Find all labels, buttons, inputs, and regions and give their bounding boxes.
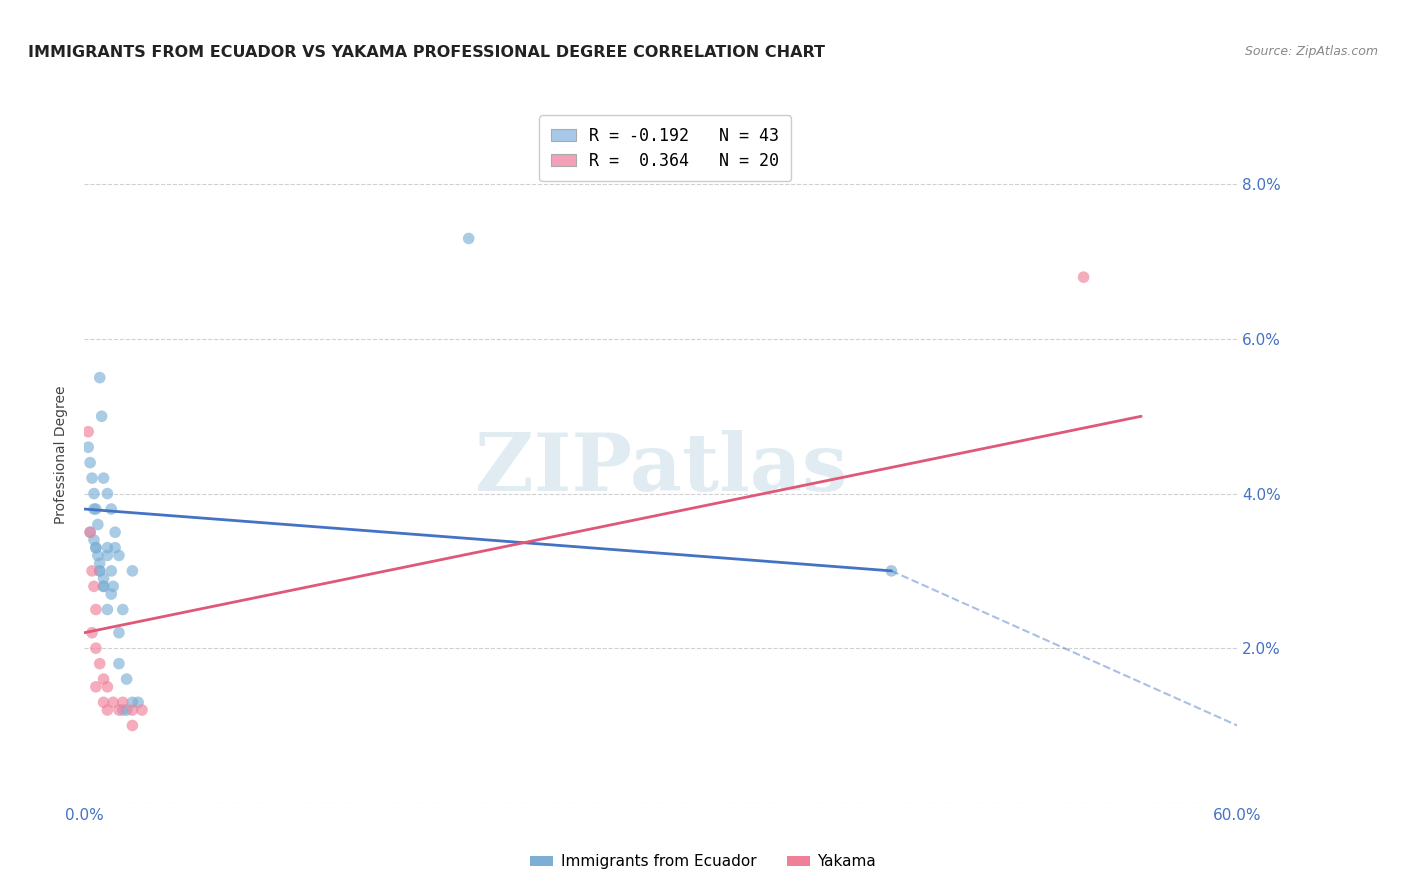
Point: [90, 409, 112, 424]
Point: [84, 602, 107, 616]
Point: [96, 486, 118, 500]
Point: [103, 579, 124, 593]
Point: [83, 533, 105, 547]
Point: [108, 549, 131, 563]
Point: [100, 564, 122, 578]
Point: [83, 502, 105, 516]
Point: [89, 657, 111, 671]
Point: [100, 502, 122, 516]
Point: [84, 502, 107, 516]
Point: [93, 471, 115, 485]
Text: ZIPatlas: ZIPatlas: [475, 430, 846, 508]
Point: [111, 602, 134, 616]
Point: [108, 657, 131, 671]
Point: [121, 703, 143, 717]
Point: [84, 541, 107, 555]
Point: [84, 541, 107, 555]
Point: [93, 572, 115, 586]
Point: [83, 486, 105, 500]
Point: [79, 525, 101, 540]
Point: [103, 695, 124, 709]
Legend: R = -0.192   N = 43, R =  0.364   N = 20: R = -0.192 N = 43, R = 0.364 N = 20: [538, 115, 790, 181]
Point: [111, 695, 134, 709]
Point: [93, 579, 115, 593]
Text: IMMIGRANTS FROM ECUADOR VS YAKAMA PROFESSIONAL DEGREE CORRELATION CHART: IMMIGRANTS FROM ECUADOR VS YAKAMA PROFES…: [28, 45, 825, 60]
Point: [84, 641, 107, 656]
Point: [83, 579, 105, 593]
Point: [79, 525, 101, 540]
Point: [127, 695, 149, 709]
Point: [104, 541, 127, 555]
Point: [96, 680, 118, 694]
Point: [96, 602, 118, 616]
Point: [121, 695, 143, 709]
Point: [108, 625, 131, 640]
Point: [89, 564, 111, 578]
Legend: Immigrants from Ecuador, Yakama: Immigrants from Ecuador, Yakama: [524, 848, 882, 875]
Point: [1073, 270, 1095, 285]
Point: [89, 370, 111, 384]
Y-axis label: Professional Degree: Professional Degree: [55, 385, 69, 524]
Point: [87, 549, 110, 563]
Point: [93, 579, 115, 593]
Point: [89, 564, 111, 578]
Point: [121, 718, 143, 732]
Point: [121, 564, 143, 578]
Point: [93, 672, 115, 686]
Point: [87, 517, 110, 532]
Point: [89, 556, 111, 570]
Point: [96, 541, 118, 555]
Point: [77, 425, 100, 439]
Point: [80, 471, 103, 485]
Point: [457, 231, 479, 245]
Text: Source: ZipAtlas.com: Source: ZipAtlas.com: [1244, 45, 1378, 58]
Point: [77, 440, 100, 454]
Point: [93, 695, 115, 709]
Point: [79, 456, 101, 470]
Point: [84, 680, 107, 694]
Point: [115, 703, 138, 717]
Point: [131, 703, 153, 717]
Point: [880, 564, 903, 578]
Point: [96, 549, 118, 563]
Point: [96, 703, 118, 717]
Point: [115, 672, 138, 686]
Point: [80, 564, 103, 578]
Point: [108, 703, 131, 717]
Point: [111, 703, 134, 717]
Point: [100, 587, 122, 601]
Point: [80, 625, 103, 640]
Point: [104, 525, 127, 540]
